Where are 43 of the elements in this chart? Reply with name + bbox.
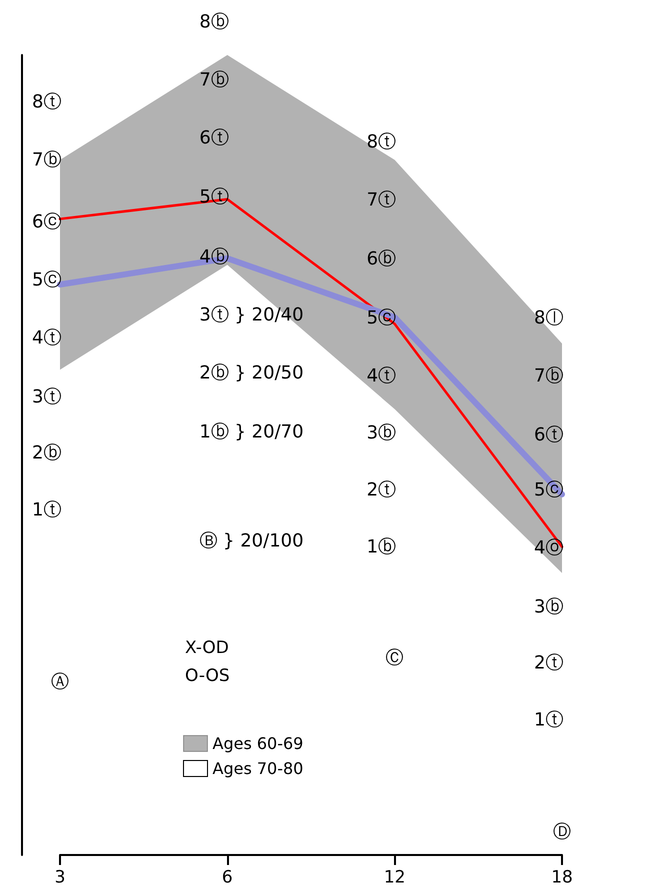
annotation: 5ⓒ <box>366 308 396 328</box>
annotation: 4ⓣ <box>366 366 396 386</box>
annotation: 4ⓞ <box>534 538 564 558</box>
legend-label: Ages 70-80 <box>212 759 304 778</box>
annotation: 1ⓑ <box>366 536 396 558</box>
annotation: 7ⓑ <box>534 366 564 386</box>
annotation: 3ⓑ <box>534 596 564 618</box>
annotation: O-OS <box>185 666 230 686</box>
x-tick-label: 3 <box>54 868 66 888</box>
annotation: 3ⓣ <box>32 386 62 408</box>
x-tick-label: 12 <box>384 868 406 888</box>
annotation: 2ⓣ <box>366 480 396 500</box>
text: 7ⓑ <box>199 70 229 90</box>
annotation: 5ⓒ <box>32 270 62 290</box>
annotation: 5ⓒ <box>534 480 564 500</box>
annotation: 6ⓣ <box>534 424 564 446</box>
x-tick-label: 6 <box>222 868 233 888</box>
annotation: 8ⓛ <box>534 308 564 328</box>
text: 6ⓣ <box>199 128 229 148</box>
annotation: 3ⓣ } 20/40 <box>199 304 304 326</box>
annotation: 4ⓑ <box>199 246 229 268</box>
annotation: 1ⓣ <box>32 500 62 520</box>
legend-label: Ages 60-69 <box>212 734 304 753</box>
annotation: 2ⓣ <box>534 652 564 674</box>
text: 8ⓣ <box>32 92 62 112</box>
annotation: 7ⓣ <box>366 190 396 210</box>
text: 8ⓑ <box>199 12 229 32</box>
x-tick-label: 18 <box>551 868 573 888</box>
annotation: Ⓒ <box>386 648 404 668</box>
annotation: 2ⓑ <box>32 442 62 464</box>
annotation: 1ⓑ } 20/70 <box>199 422 304 442</box>
annotation: Ⓓ <box>553 822 571 842</box>
annotation: 2ⓑ } 20/50 <box>199 362 304 384</box>
annotation: 1ⓣ <box>534 710 564 730</box>
annotation: 3ⓑ <box>366 422 396 444</box>
text: 8ⓣ <box>366 132 396 152</box>
annotation: 6ⓑ <box>366 248 396 270</box>
annotation: Ⓐ <box>51 672 69 692</box>
text: 7ⓑ <box>32 150 62 170</box>
annotation: 4ⓣ <box>32 328 62 348</box>
annotation: X-OD <box>185 638 229 658</box>
annotation: Ⓑ } 20/100 <box>199 530 304 552</box>
annotation: 6ⓒ <box>32 212 62 232</box>
